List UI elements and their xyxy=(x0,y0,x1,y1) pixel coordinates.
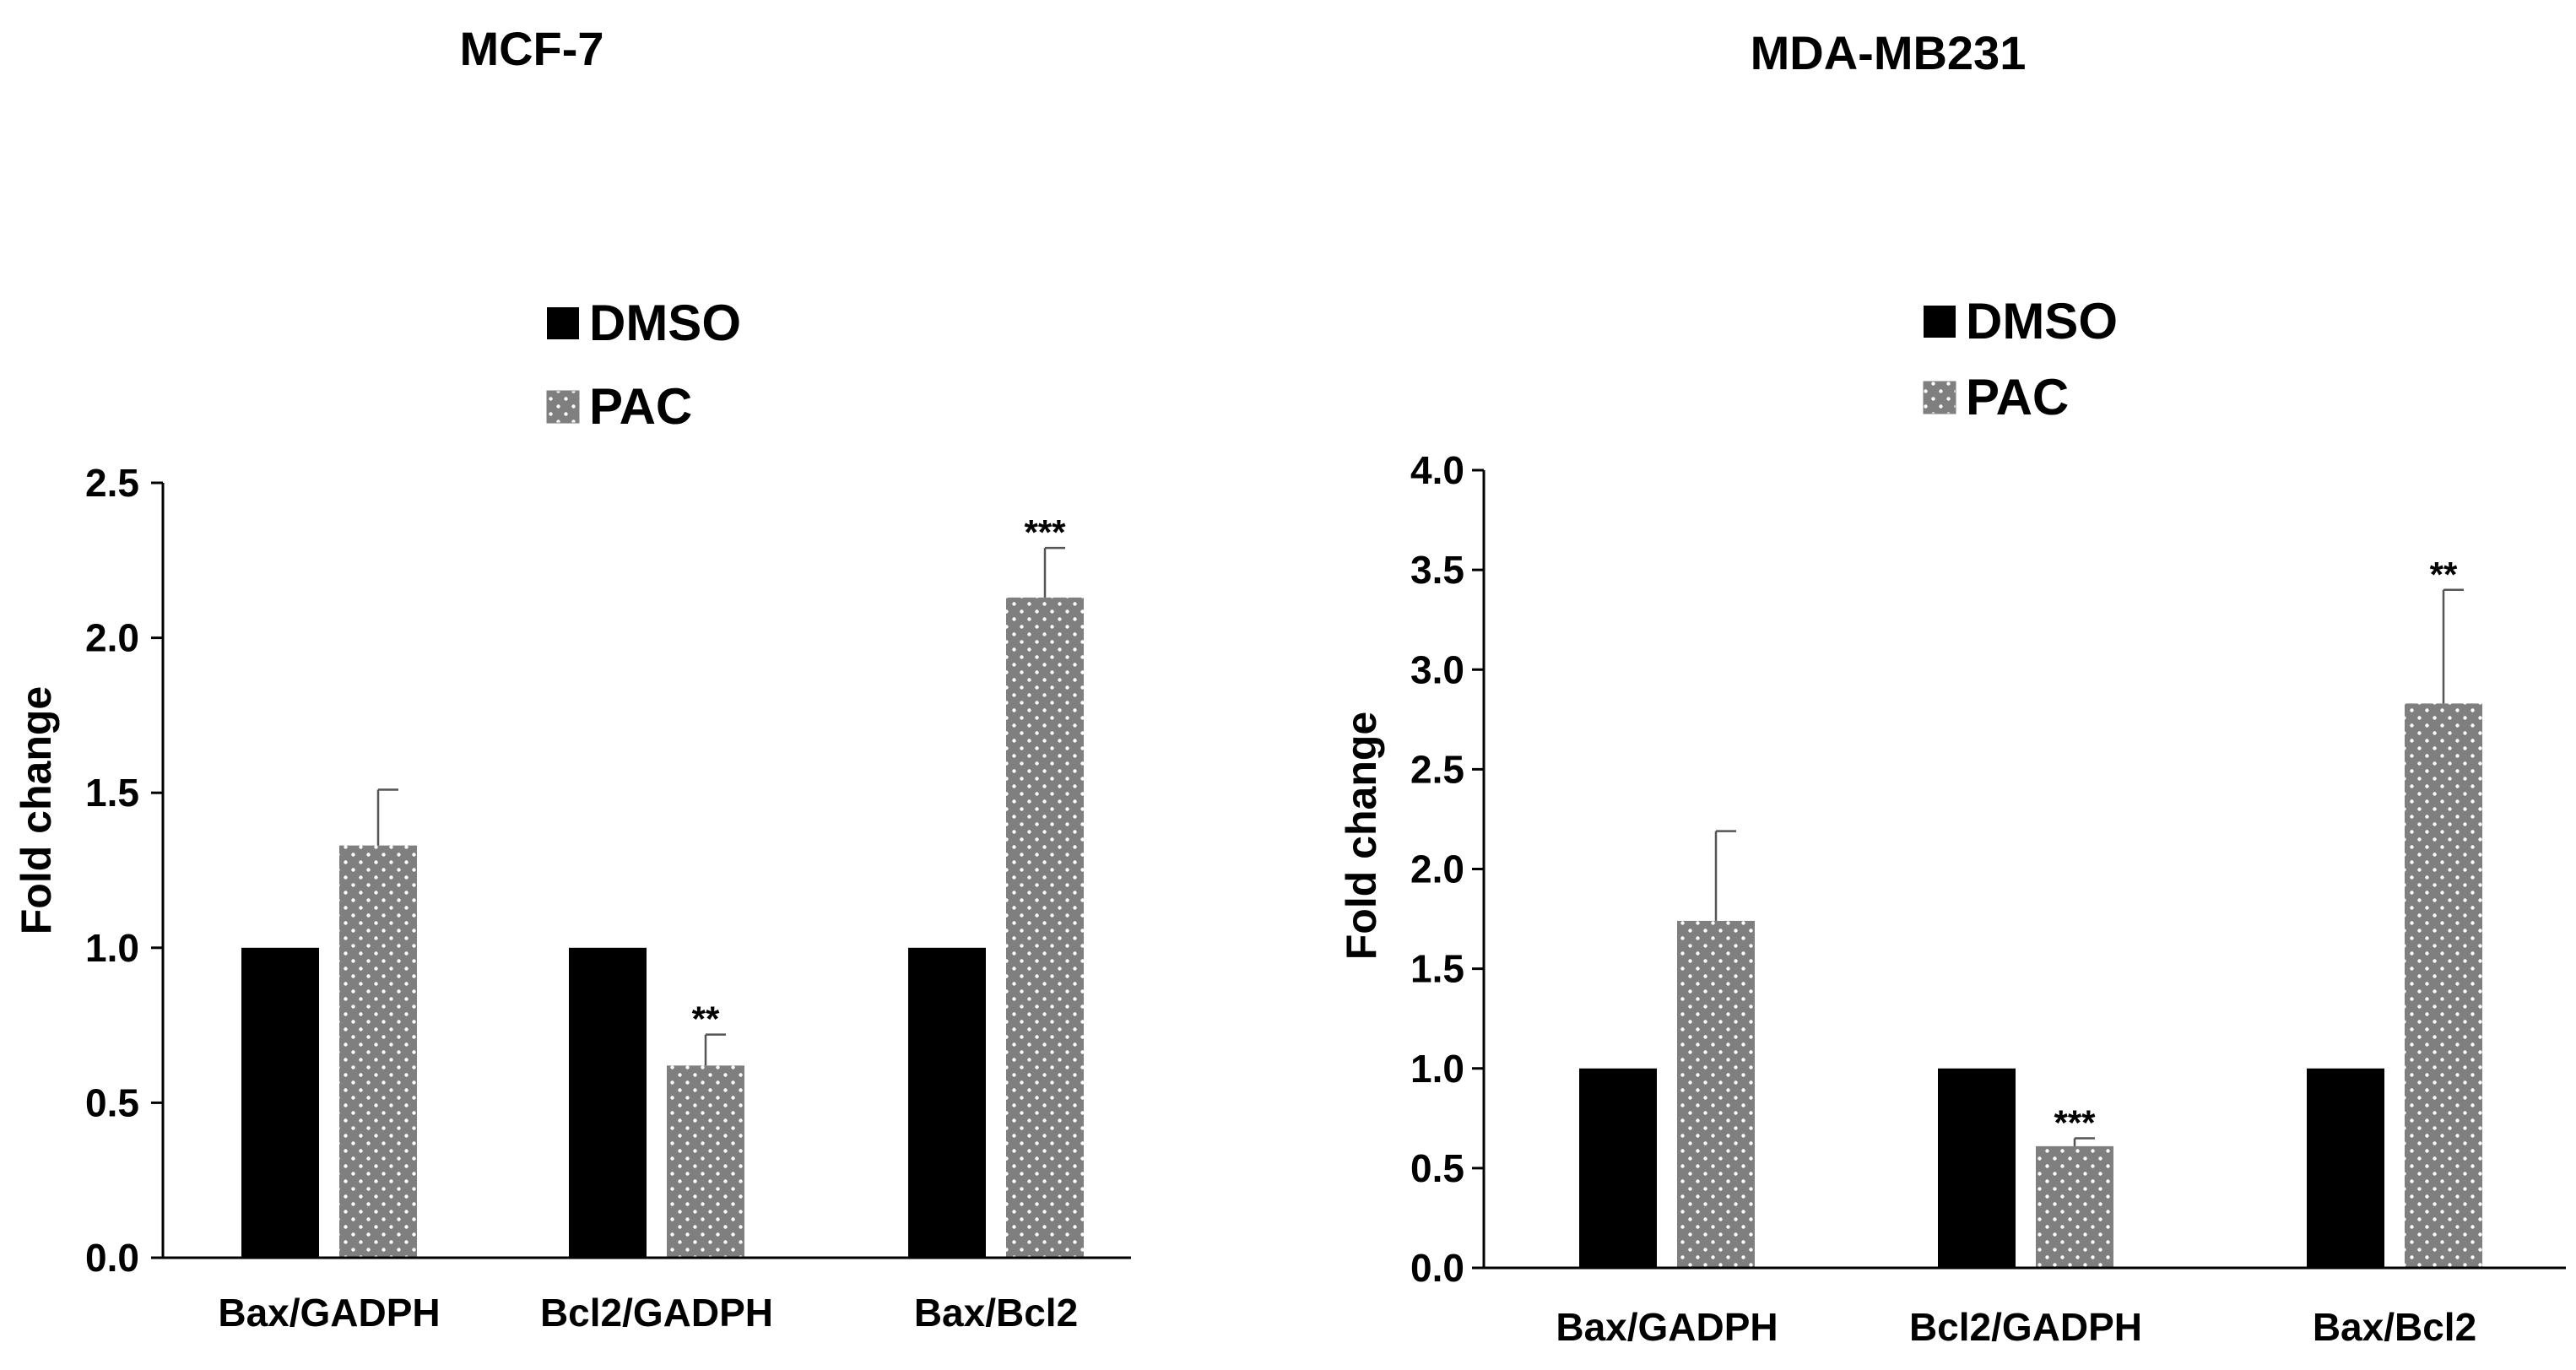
legend-label-dmso: DMSO xyxy=(589,295,741,351)
significance-marker: ** xyxy=(692,999,720,1039)
bar-dmso-bcl2-gadph xyxy=(1938,1068,2016,1268)
bar-dmso-bax-bcl2 xyxy=(908,947,986,1258)
bar-dmso-bax-gadph xyxy=(241,947,319,1258)
bar-pac-bax-bcl2 xyxy=(2405,703,2482,1268)
x-category-label: Bax/Bcl2 xyxy=(914,1291,1078,1335)
x-category-label: Bax/GADPH xyxy=(218,1291,440,1335)
y-tick-label: 2.0 xyxy=(85,616,139,660)
chart-panel-mcf7: MCF-7 DMSO PAC Fold change 0.0 0.5 1.0 1.5 2… xyxy=(13,22,1131,1335)
bar-dmso-bax-bcl2 xyxy=(2307,1068,2384,1268)
y-tick-label: 1.5 xyxy=(1410,947,1464,991)
bar-pac-bax-gadph xyxy=(339,845,417,1258)
significance-marker: ** xyxy=(2430,555,2458,594)
y-tick-label: 2.5 xyxy=(85,461,139,505)
y-tick-label: 1.0 xyxy=(85,926,139,970)
significance-marker: *** xyxy=(1024,512,1066,552)
y-tick-label: 3.0 xyxy=(1410,647,1464,691)
bar-pac-bax-bcl2 xyxy=(1006,597,1084,1258)
y-tick-label: 0.5 xyxy=(85,1080,139,1124)
y-tick-label: 0.0 xyxy=(1410,1246,1464,1290)
y-tick-label: 2.0 xyxy=(1410,847,1464,891)
y-tick-label: 2.5 xyxy=(1410,747,1464,791)
chart-panel-mdamb231: MDA-MB231 DMSO PAC Fold change 0.0 0.5 1.0… xyxy=(1338,26,2566,1349)
y-tick-label: 4.0 xyxy=(1410,448,1464,492)
y-tick-label: 0.0 xyxy=(85,1236,139,1280)
x-category-label: Bax/Bcl2 xyxy=(2313,1305,2476,1349)
y-axis-label: Fold change xyxy=(1338,712,1385,960)
bar-dmso-bcl2-gadph xyxy=(569,947,647,1258)
bar-dmso-bax-gadph xyxy=(1579,1068,1657,1268)
legend-swatch-pac xyxy=(546,390,580,424)
x-category-label: Bax/GADPH xyxy=(1556,1305,1778,1349)
bar-pac-bax-gadph xyxy=(1677,920,1755,1268)
bar-pac-bcl2-gadph xyxy=(2036,1145,2113,1268)
legend-swatch-dmso xyxy=(547,307,579,339)
legend-swatch-pac xyxy=(1923,381,1956,414)
chart-title: MDA-MB231 xyxy=(1751,26,2027,79)
bar-pac-bcl2-gadph xyxy=(667,1065,744,1258)
legend-swatch-dmso xyxy=(1924,306,1956,338)
y-tick-label: 0.5 xyxy=(1410,1146,1464,1190)
significance-marker: *** xyxy=(2054,1102,2096,1142)
legend-label-pac: PAC xyxy=(589,378,692,435)
legend-label-dmso: DMSO xyxy=(1966,293,2118,349)
y-tick-label: 3.5 xyxy=(1410,548,1464,592)
y-tick-label: 1.0 xyxy=(1410,1047,1464,1091)
legend: DMSO PAC xyxy=(546,295,741,435)
legend-label-pac: PAC xyxy=(1966,369,2069,425)
legend: DMSO PAC xyxy=(1923,293,2118,425)
y-tick-label: 1.5 xyxy=(85,771,139,815)
y-axis-label: Fold change xyxy=(13,686,60,934)
x-category-label: Bcl2/GADPH xyxy=(540,1291,773,1335)
x-category-label: Bcl2/GADPH xyxy=(1909,1305,2142,1349)
chart-title: MCF-7 xyxy=(459,22,603,75)
